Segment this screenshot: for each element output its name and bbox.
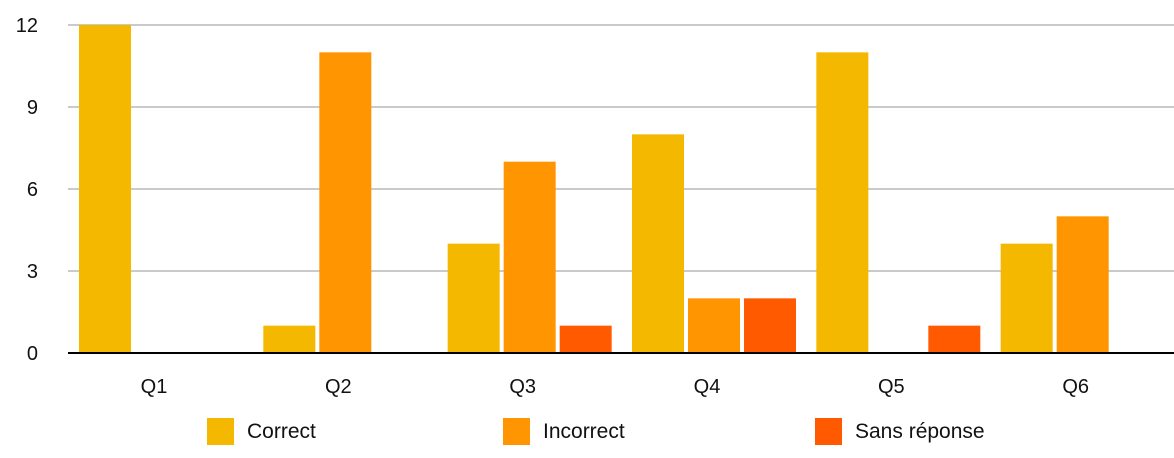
x-tick-label: Q2 bbox=[325, 376, 352, 398]
bar-correct-q1 bbox=[79, 25, 131, 353]
y-tick-label: 3 bbox=[27, 261, 38, 283]
bar-correct-q2 bbox=[263, 325, 316, 353]
bar-incorrect-q2 bbox=[319, 52, 372, 353]
legend-item-sans-reponse: Sans réponse bbox=[815, 418, 985, 445]
gridlines bbox=[68, 24, 1174, 272]
legend-label-incorrect: Incorrect bbox=[543, 419, 625, 443]
bar-sans-r-ponse-q3 bbox=[559, 325, 612, 353]
bar-correct-q6 bbox=[1000, 243, 1053, 353]
x-tick-label: Q4 bbox=[694, 376, 721, 398]
bar-incorrect-q3 bbox=[503, 161, 556, 353]
x-tick-label: Q5 bbox=[878, 376, 905, 398]
bar-sans-r-ponse-q4 bbox=[744, 298, 796, 353]
bar-correct-q3 bbox=[447, 243, 500, 353]
legend-label-correct: Correct bbox=[247, 419, 316, 443]
x-tick-label: Q1 bbox=[141, 376, 168, 398]
legend: Correct Incorrect Sans réponse bbox=[0, 418, 1174, 458]
y-axis-ticks: 0 3 6 9 12 bbox=[16, 15, 38, 365]
bars bbox=[68, 25, 1174, 354]
bar-sans-r-ponse-q5 bbox=[928, 325, 981, 353]
bar-incorrect-q4 bbox=[688, 298, 740, 353]
x-axis-ticks: Q1 Q2 Q3 Q4 Q5 Q6 bbox=[141, 376, 1089, 398]
bar-incorrect-q6 bbox=[1056, 216, 1109, 353]
y-tick-label: 9 bbox=[27, 97, 38, 119]
y-tick-label: 0 bbox=[27, 343, 38, 365]
x-tick-label: Q6 bbox=[1062, 376, 1089, 398]
x-tick-label: Q3 bbox=[509, 376, 536, 398]
legend-item-incorrect: Incorrect bbox=[503, 418, 625, 445]
legend-label-sans-reponse: Sans réponse bbox=[855, 419, 985, 443]
legend-swatch-correct bbox=[207, 418, 234, 445]
y-tick-label: 6 bbox=[27, 179, 38, 201]
bar-correct-q4 bbox=[632, 134, 684, 353]
y-tick-label: 12 bbox=[16, 15, 38, 37]
legend-item-correct: Correct bbox=[207, 418, 316, 445]
legend-swatch-incorrect bbox=[503, 418, 530, 445]
legend-swatch-sans-reponse bbox=[815, 418, 842, 445]
bar-chart: 0 3 6 9 12 Q1 Q2 Q3 Q4 Q5 Q6 bbox=[16, 15, 1174, 398]
bar-correct-q5 bbox=[816, 52, 869, 353]
